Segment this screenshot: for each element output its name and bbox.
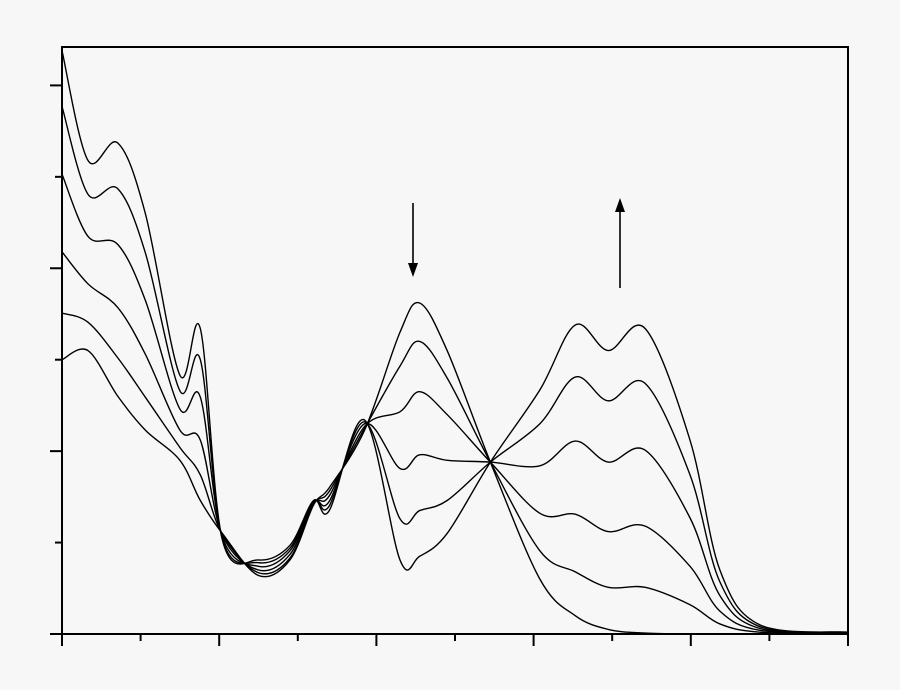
- arrow-head: [615, 198, 625, 212]
- spectrum-line: [61, 106, 849, 633]
- spectrum-line: [61, 251, 849, 634]
- spectrum-line: [61, 173, 849, 634]
- arrow-down: [408, 203, 418, 277]
- spectra: [61, 50, 849, 635]
- plot-frame: [61, 46, 849, 635]
- spectrum-line: [61, 50, 849, 633]
- spectrum-line: [61, 301, 848, 635]
- arrow-head: [408, 263, 418, 277]
- spectrum-line: [61, 312, 849, 635]
- arrow-up: [615, 198, 625, 288]
